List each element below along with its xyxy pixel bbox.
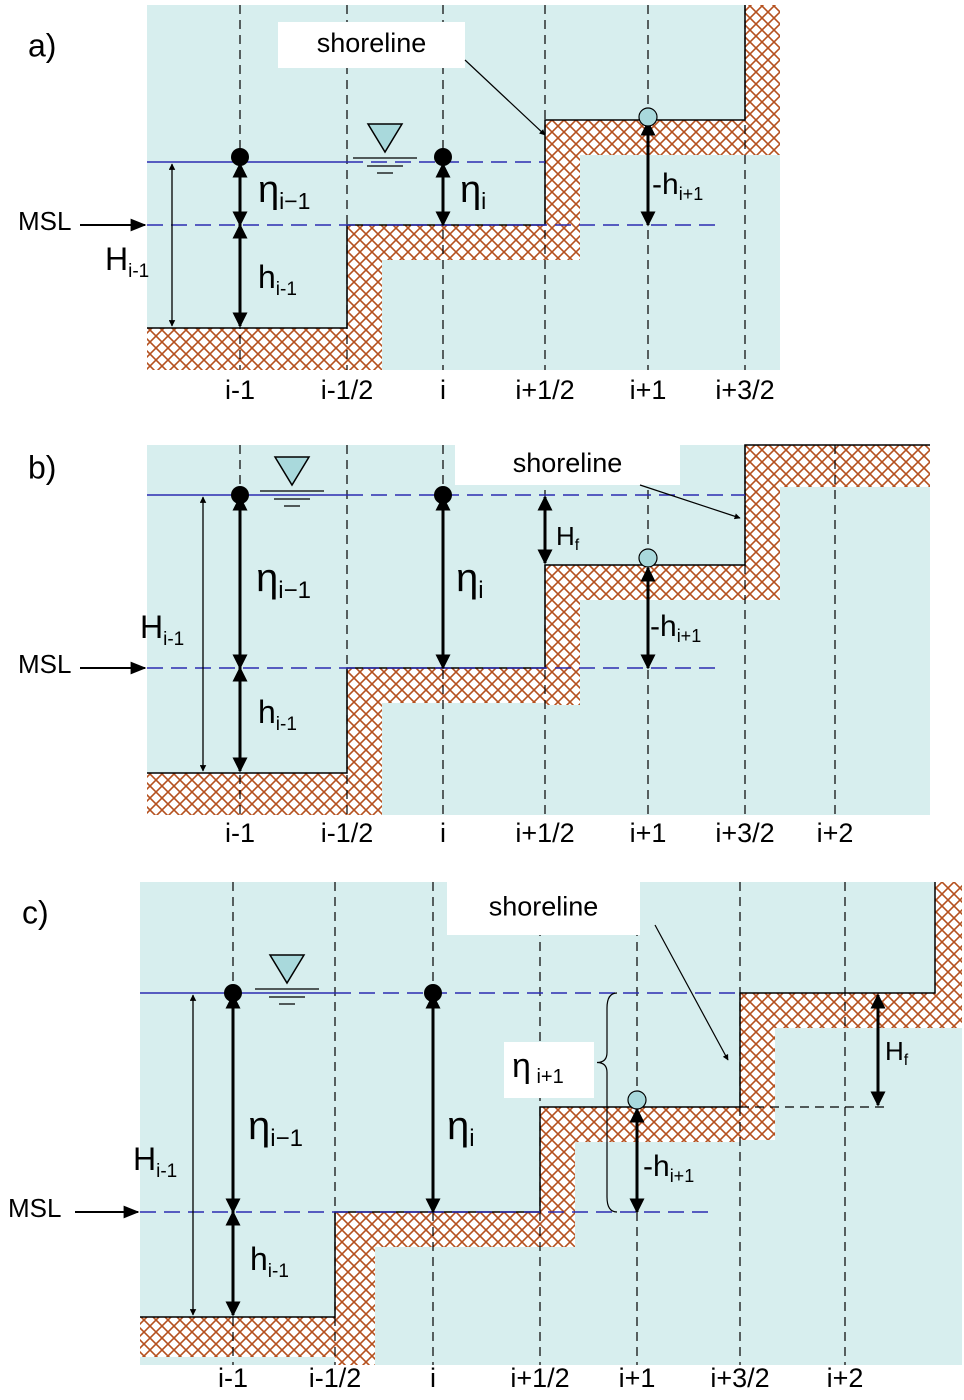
column-label: i+1 [630,375,667,405]
shoreline-label: shoreline [489,892,599,922]
symbol-subscript: i−1 [278,577,311,604]
symbol-base: H [885,1036,904,1066]
symbol-base: -h [643,1150,670,1183]
symbol-subscript: i+1 [531,1066,564,1088]
symbol-subscript: i-1 [268,1261,289,1282]
symbol-base: η [460,169,481,211]
column-label: i [440,375,446,405]
symbol-subscript: i-1 [163,629,184,650]
symbol-base: η [447,1104,469,1148]
node-dot [224,984,242,1002]
symbol-base: η [248,1104,270,1148]
node-dot [434,486,452,504]
ground-hatch [347,225,545,260]
symbol-base: -h [652,168,679,201]
symbol-subscript: i [469,1125,474,1152]
symbol-subscript: i [481,188,486,214]
symbol-base: h [258,259,276,295]
symbol-subscript: i-1 [276,714,297,735]
ground-hatch [740,993,962,1028]
column-label: i-1/2 [309,1363,362,1393]
symbol-subscript: i+1 [670,1166,695,1186]
symbol-base: η [258,169,279,211]
symbol-subscript: i-1 [128,261,149,282]
column-label: i+1/2 [515,818,574,848]
node-dot [434,148,452,166]
symbol-subscript: i−1 [279,188,310,214]
symbol-subscript: i+1 [677,626,702,646]
ground-hatch [745,5,780,155]
column-label: i+2 [817,818,854,848]
symbol-base: -h [650,610,677,643]
column-label: i-1/2 [321,818,374,848]
node-dot [231,148,249,166]
msl-label: MSL [18,206,71,236]
symbol-base: η [512,1047,531,1085]
symbol-base: h [258,694,276,730]
symbol-subscript: i [478,577,483,604]
node-dot [424,984,442,1002]
panel-label: a) [28,27,56,63]
shoreline-label: shoreline [317,28,427,58]
column-label: i+1 [619,1363,656,1393]
symbol-base: H [140,609,163,645]
symbol-base: h [250,1241,268,1277]
ground-hatch [935,882,962,1028]
symbol-base: H [105,241,128,277]
column-label: i-1/2 [321,375,374,405]
water-background [147,445,930,815]
column-label: i [430,1363,436,1393]
column-label: i+3/2 [710,1363,769,1393]
column-label: i+1/2 [515,375,574,405]
column-label: i [440,818,446,848]
ground-hatch [147,773,347,815]
column-label: i-1 [225,375,255,405]
symbol-subscript: f [904,1052,909,1069]
symbol-base: η [256,556,278,600]
panel-label: b) [28,449,56,485]
node-dot [231,486,249,504]
shoreline-node [639,549,657,567]
symbol-subscript: i-1 [156,1161,177,1182]
column-label: i+1/2 [510,1363,569,1393]
column-label: i+2 [827,1363,864,1393]
ground-hatch [140,1317,335,1357]
msl-label: MSL [18,649,71,679]
symbol-subscript: i+1 [679,184,704,204]
ground-hatch [347,668,545,703]
column-label: i+3/2 [715,375,774,405]
panel: i-1 i-1/2 i i+1/2 i+1 i+3/2 i+2 MSL shoreline b) η… [18,445,930,848]
symbol-base: H [133,1141,156,1177]
column-label: i+3/2 [715,818,774,848]
column-label: i-1 [225,818,255,848]
symbol-subscript: i-1 [276,279,297,300]
symbol-label: Hi-1 [105,241,149,282]
column-label: i+1 [630,818,667,848]
symbol-subscript: i−1 [270,1125,303,1152]
shoreline-label: shoreline [513,448,623,478]
symbol-subscript: f [575,537,580,554]
msl-label: MSL [8,1193,61,1223]
column-label: i-1 [218,1363,248,1393]
panel-label: c) [22,894,49,930]
symbol-base: η [456,556,478,600]
figure: i-1i-1/2ii+1/2i+1i+3/2MSLshorelinea)ηi−1… [0,0,964,1395]
symbol-base: H [556,521,575,551]
ground-hatch [745,445,930,487]
ground-hatch [335,1212,540,1247]
shoreline-node [639,108,657,126]
panel: i-1 i-1/2 i i+1/2 i+1 i+3/2 i+2 MSL shoreline c) η… [8,882,962,1393]
ground-hatch [147,328,347,370]
shoreline-node [628,1091,646,1109]
ground-hatch [545,565,745,600]
ground-hatch [540,1107,740,1142]
